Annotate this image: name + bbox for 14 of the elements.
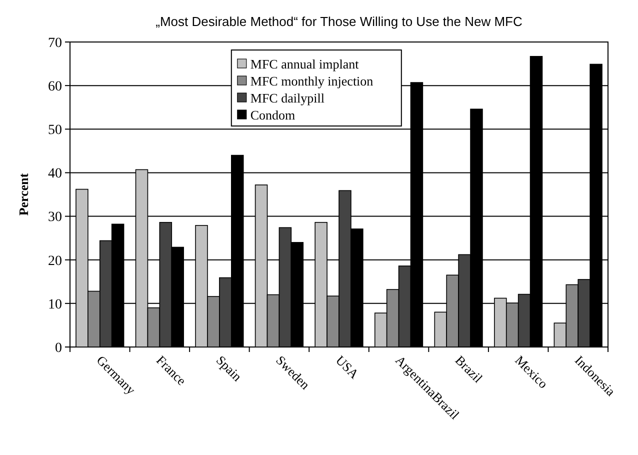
legend-label: MFC dailypill	[250, 90, 325, 106]
y-tick-label: 50	[48, 123, 62, 138]
y-tick-label: 60	[48, 79, 62, 94]
legend-label: Condom	[250, 108, 296, 123]
y-tick-label: 20	[48, 254, 62, 269]
y-tick-label: 30	[48, 210, 62, 226]
y-tick-label: 0	[55, 340, 62, 356]
y-tick-label: 40	[48, 166, 62, 182]
chart-title: „Most Desirable Method“ for Those Willing to Use the New MFC	[156, 14, 522, 29]
legend-label: MFC monthly injection	[250, 74, 374, 89]
y-tick-label: 10	[48, 297, 62, 312]
legend-label: MFC annual implant	[250, 56, 360, 72]
y-tick-label: 70	[48, 36, 62, 51]
y-axis-title: Percent	[16, 172, 31, 216]
